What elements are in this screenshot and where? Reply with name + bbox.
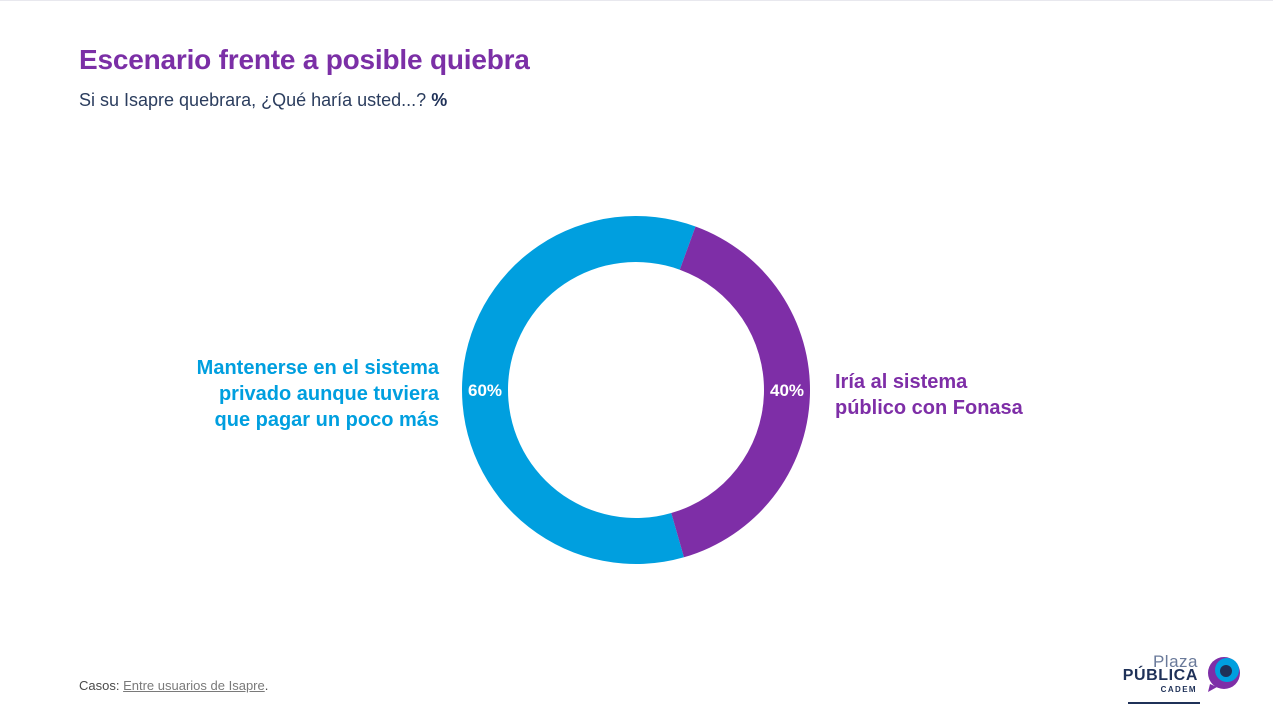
category-label-private-line: privado aunque tuviera: [218, 383, 439, 405]
logo-text-cadem: CADEM: [1160, 685, 1197, 694]
category-label-private-line: Mantenerse en el sistema: [196, 357, 439, 379]
donut-slice-fonasa: [671, 226, 810, 558]
footer-note: Casos: Entre usuarios de Isapre.: [79, 678, 269, 693]
value-label-private: 60%: [468, 381, 502, 400]
donut-slice-private: [462, 216, 696, 564]
value-label-fonasa: 40%: [770, 381, 804, 400]
page-subtitle: Si su Isapre quebrara, ¿Qué haría usted.…: [79, 90, 447, 111]
category-label-private-line: que pagar un poco más: [214, 409, 439, 431]
donut-slices: [462, 216, 810, 564]
category-label-fonasa-line: público con Fonasa: [835, 397, 1023, 419]
speech-bubble-icon: [1208, 657, 1240, 692]
logo-text-publica: PÚBLICA: [1122, 667, 1198, 684]
category-label-private: Mantenerse en el sistema privado aunque …: [119, 355, 439, 433]
plaza-publica-logo: Plaza PÚBLICA CADEM: [1122, 650, 1252, 704]
subtitle-unit: %: [431, 90, 448, 110]
logo-text-plaza: Plaza: [1152, 652, 1198, 671]
donut-value-labels: 60% 40%: [468, 381, 804, 400]
subtitle-question: Si su Isapre quebrara, ¿Qué haría usted.…: [79, 90, 432, 110]
casos-value: Entre usuarios de Isapre: [123, 678, 265, 693]
top-divider: [0, 0, 1273, 1]
page-title: Escenario frente a posible quiebra: [79, 44, 530, 75]
casos-label: Casos: [79, 678, 116, 693]
category-label-fonasa: Iría al sistema público con Fonasa: [835, 369, 1095, 421]
logo-underline: [1128, 702, 1200, 704]
category-label-fonasa-line: Iría al sistema: [835, 371, 968, 393]
